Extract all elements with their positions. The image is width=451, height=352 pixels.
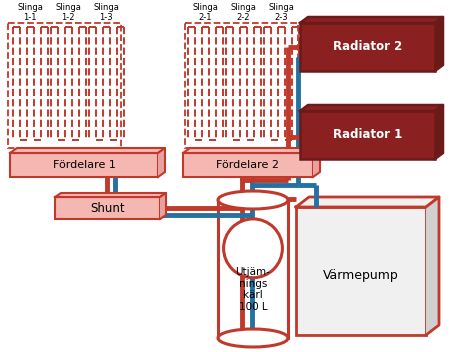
Polygon shape bbox=[160, 193, 166, 219]
Polygon shape bbox=[300, 17, 443, 23]
Text: Fördelare 2: Fördelare 2 bbox=[216, 160, 280, 170]
Bar bbox=[300, 111, 435, 159]
Bar bbox=[185, 23, 298, 148]
Polygon shape bbox=[10, 148, 165, 153]
Text: Shunt: Shunt bbox=[90, 201, 125, 214]
Text: Slinga
1-3: Slinga 1-3 bbox=[93, 3, 119, 22]
Polygon shape bbox=[300, 105, 443, 111]
Text: Slinga
2-3: Slinga 2-3 bbox=[268, 3, 294, 22]
Text: Slinga
1-2: Slinga 1-2 bbox=[55, 3, 81, 22]
Bar bbox=[183, 153, 313, 177]
Polygon shape bbox=[426, 197, 439, 335]
Text: Utjäm-
nings
kärl
100 L: Utjäm- nings kärl 100 L bbox=[235, 267, 271, 312]
Polygon shape bbox=[296, 197, 439, 207]
Bar bbox=[296, 207, 426, 335]
Bar bbox=[10, 153, 158, 177]
Circle shape bbox=[224, 219, 282, 278]
Text: Radiator 2: Radiator 2 bbox=[333, 40, 402, 54]
Bar bbox=[300, 23, 435, 71]
Text: Slinga
2-2: Slinga 2-2 bbox=[230, 3, 256, 22]
Polygon shape bbox=[313, 148, 320, 177]
Bar bbox=[55, 197, 160, 219]
Ellipse shape bbox=[218, 329, 288, 347]
Polygon shape bbox=[158, 148, 165, 177]
Polygon shape bbox=[435, 17, 443, 71]
Text: Slinga
1-1: Slinga 1-1 bbox=[17, 3, 43, 22]
Text: Värmepump: Värmepump bbox=[323, 269, 399, 282]
Ellipse shape bbox=[218, 191, 288, 209]
Bar bbox=[218, 200, 288, 338]
Text: Radiator 1: Radiator 1 bbox=[333, 128, 402, 142]
Polygon shape bbox=[435, 105, 443, 159]
Polygon shape bbox=[55, 193, 166, 197]
Text: Slinga
2-1: Slinga 2-1 bbox=[192, 3, 218, 22]
Text: Fördelare 1: Fördelare 1 bbox=[53, 160, 115, 170]
Polygon shape bbox=[183, 148, 320, 153]
Bar bbox=[8, 23, 121, 148]
